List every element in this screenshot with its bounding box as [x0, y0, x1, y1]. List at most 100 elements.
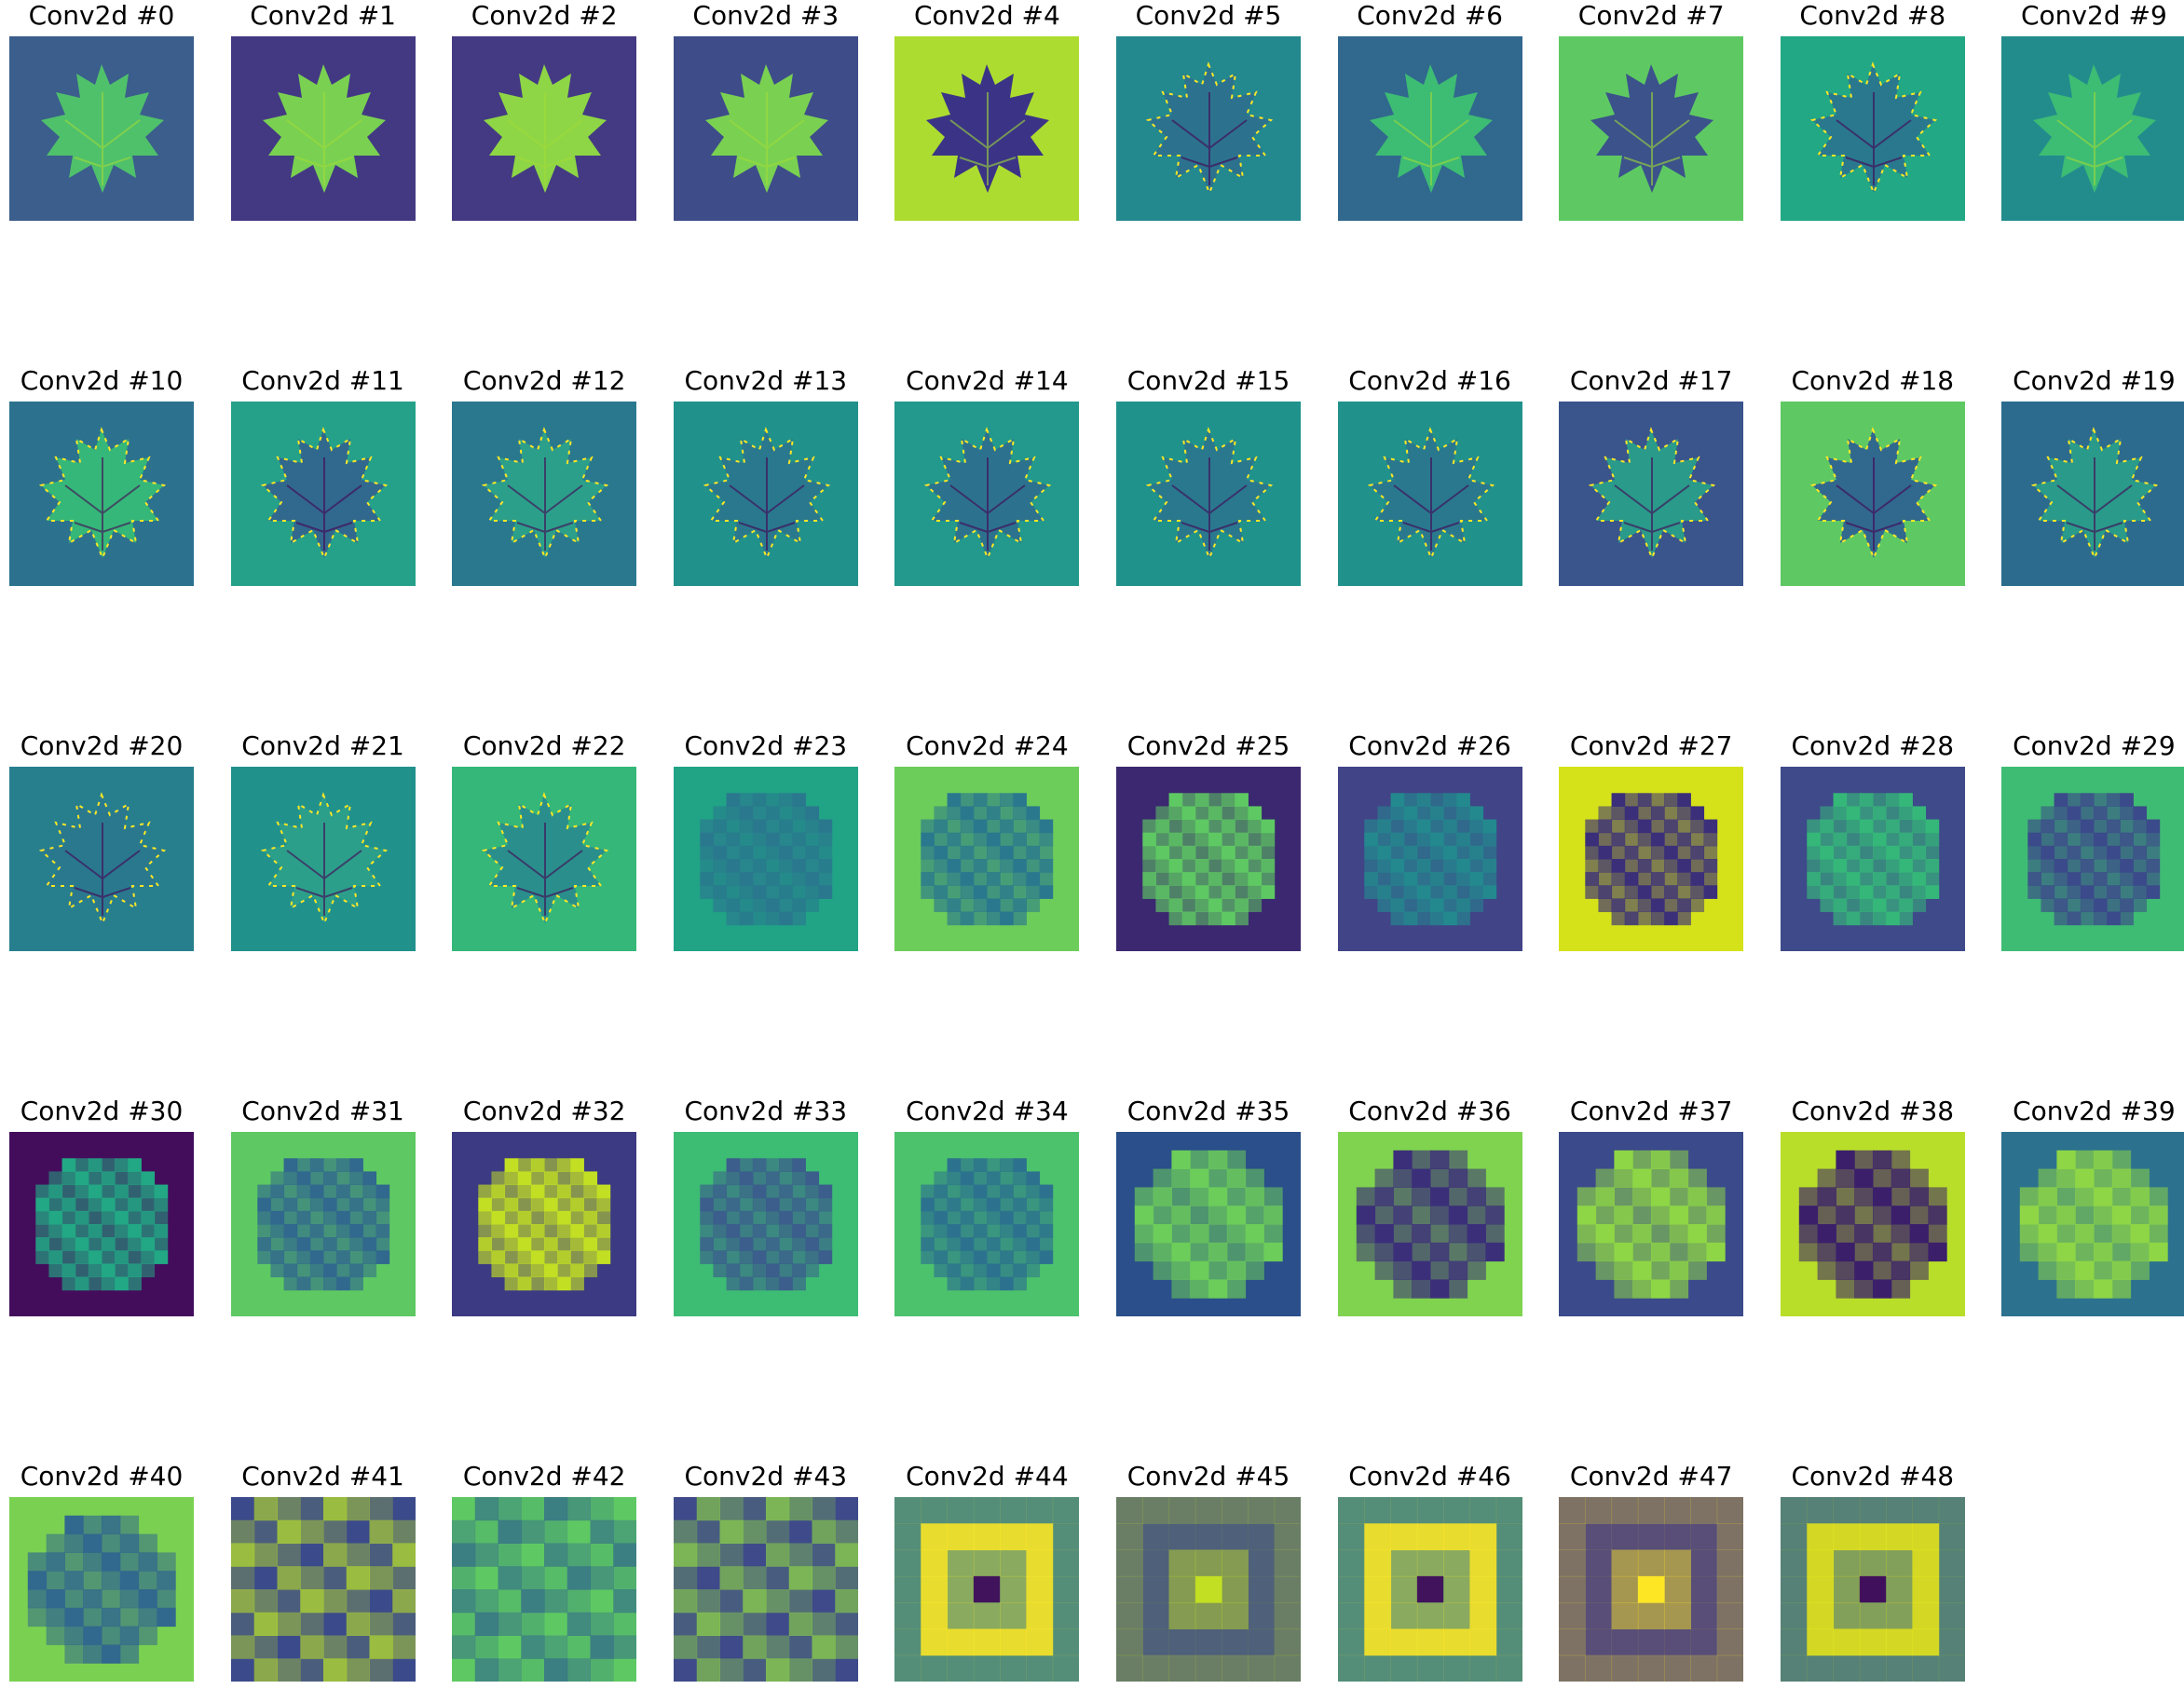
panel-title: Conv2d #21: [241, 730, 404, 761]
feature-map-panel: Conv2d #39: [2001, 1096, 2184, 1316]
feature-map-image: [673, 767, 858, 951]
feature-map-panel: Conv2d #44: [894, 1462, 1080, 1682]
feature-map-panel: Conv2d #8: [1780, 1, 1965, 221]
feature-map-image: [1116, 767, 1301, 951]
feature-map-panel: Conv2d #20: [9, 731, 194, 951]
feature-map-image: [2001, 767, 2184, 951]
feature-map-image: [9, 767, 194, 951]
feature-map-panel: Conv2d #41: [230, 1462, 416, 1682]
feature-map-image: [2001, 1132, 2184, 1316]
panel-title: Conv2d #3: [692, 0, 839, 31]
panel-title: Conv2d #2: [471, 0, 618, 31]
panel-title: Conv2d #10: [20, 365, 184, 396]
panel-title: Conv2d #17: [1569, 365, 1733, 396]
feature-map-image: [1559, 402, 1744, 586]
feature-map-image: [1337, 1132, 1522, 1316]
feature-map-image: [9, 1132, 194, 1316]
feature-map-image: [1559, 36, 1744, 221]
feature-map-image: [1116, 1132, 1301, 1316]
feature-map-image: [230, 36, 416, 221]
feature-map-panel: Conv2d #47: [1559, 1462, 1744, 1682]
feature-map-panel: Conv2d #35: [1116, 1096, 1301, 1316]
feature-map-image: [230, 767, 416, 951]
feature-map-image: [1337, 767, 1522, 951]
feature-map-panel: Conv2d #36: [1337, 1096, 1522, 1316]
feature-map-panel: Conv2d #27: [1559, 731, 1744, 951]
feature-map-panel: Conv2d #5: [1116, 1, 1301, 221]
panel-title: Conv2d #1: [250, 0, 396, 31]
feature-map-image: [1780, 402, 1965, 586]
panel-title: Conv2d #44: [906, 1461, 1069, 1491]
feature-map-image: [673, 1132, 858, 1316]
feature-map-panel: Conv2d #18: [1780, 366, 1965, 586]
feature-map-panel: Conv2d #32: [452, 1096, 637, 1316]
feature-map-panel: Conv2d #48: [1780, 1462, 1965, 1682]
feature-map-panel: Conv2d #37: [1559, 1096, 1744, 1316]
panel-title: Conv2d #0: [28, 0, 175, 31]
panel-title: Conv2d #16: [1348, 365, 1511, 396]
panel-title: Conv2d #18: [1791, 365, 1955, 396]
panel-title: Conv2d #30: [20, 1096, 184, 1126]
feature-map-panel: Conv2d #4: [894, 1, 1080, 221]
feature-map-image: [894, 1497, 1080, 1682]
feature-map-image: [1780, 36, 1965, 221]
feature-map-image: [452, 1132, 637, 1316]
feature-map-panel: Conv2d #12: [452, 366, 637, 586]
feature-map-image: [1780, 1132, 1965, 1316]
panel-title: Conv2d #37: [1569, 1096, 1733, 1126]
feature-map-panel: Conv2d #7: [1559, 1, 1744, 221]
feature-map-panel: Conv2d #26: [1337, 731, 1522, 951]
feature-map-image: [894, 402, 1080, 586]
feature-map-image: [673, 402, 858, 586]
feature-map-image: [9, 1497, 194, 1682]
panel-title: Conv2d #9: [2021, 0, 2167, 31]
feature-map-image: [230, 1132, 416, 1316]
feature-map-panel: Conv2d #30: [9, 1096, 194, 1316]
panel-title: Conv2d #25: [1126, 730, 1290, 761]
panel-title: Conv2d #12: [462, 365, 626, 396]
feature-map-panel: Conv2d #33: [673, 1096, 858, 1316]
feature-map-image: [1780, 1497, 1965, 1682]
feature-map-panel: Conv2d #2: [452, 1, 637, 221]
panel-title: Conv2d #42: [462, 1461, 626, 1491]
panel-title: Conv2d #7: [1577, 0, 1725, 31]
feature-map-panel: Conv2d #45: [1116, 1462, 1301, 1682]
panel-title: Conv2d #19: [2013, 365, 2176, 396]
feature-map-image: [9, 402, 194, 586]
feature-map-panel: Conv2d #31: [230, 1096, 416, 1316]
feature-map-panel: Conv2d #14: [894, 366, 1080, 586]
panel-title: Conv2d #6: [1357, 0, 1503, 31]
panel-title: Conv2d #4: [914, 0, 1060, 31]
feature-map-panel: Conv2d #3: [673, 1, 858, 221]
feature-map-panel: Conv2d #17: [1559, 366, 1744, 586]
feature-map-panel: Conv2d #6: [1337, 1, 1522, 221]
panel-title: Conv2d #29: [2013, 730, 2176, 761]
feature-map-image: [1559, 1497, 1744, 1682]
panel-title: Conv2d #47: [1569, 1461, 1733, 1491]
feature-map-image: [673, 1497, 858, 1682]
feature-map-panel: Conv2d #9: [2001, 1, 2184, 221]
panel-title: Conv2d #39: [2013, 1096, 2176, 1126]
feature-map-image: [894, 767, 1080, 951]
feature-map-panel: Conv2d #16: [1337, 366, 1522, 586]
panel-title: Conv2d #33: [684, 1096, 848, 1126]
panel-title: Conv2d #34: [906, 1096, 1069, 1126]
feature-map-panel: Conv2d #21: [230, 731, 416, 951]
panel-title: Conv2d #32: [462, 1096, 626, 1126]
feature-map-image: [894, 36, 1080, 221]
feature-map-image: [1116, 36, 1301, 221]
feature-map-panel: Conv2d #10: [9, 366, 194, 586]
feature-map-image: [1780, 767, 1965, 951]
feature-map-panel: Conv2d #22: [452, 731, 637, 951]
panel-title: Conv2d #31: [241, 1096, 404, 1126]
feature-map-panel: Conv2d #1: [230, 1, 416, 221]
panel-title: Conv2d #11: [241, 365, 404, 396]
panel-title: Conv2d #45: [1126, 1461, 1290, 1491]
feature-map-panel: Conv2d #46: [1337, 1462, 1522, 1682]
panel-title: Conv2d #26: [1348, 730, 1511, 761]
feature-map-image: [230, 402, 416, 586]
panel-title: Conv2d #14: [906, 365, 1069, 396]
panel-title: Conv2d #41: [241, 1461, 404, 1491]
feature-map-image: [1116, 402, 1301, 586]
